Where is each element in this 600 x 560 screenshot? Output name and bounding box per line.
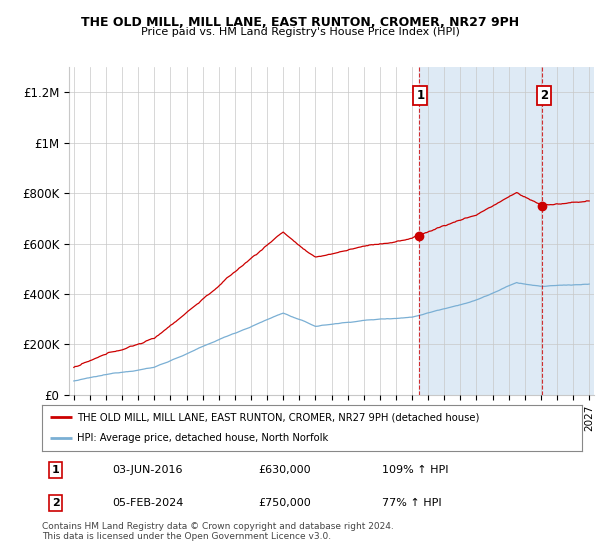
Text: Price paid vs. HM Land Registry's House Price Index (HPI): Price paid vs. HM Land Registry's House … — [140, 27, 460, 37]
Text: 77% ↑ HPI: 77% ↑ HPI — [382, 498, 442, 508]
Text: 2: 2 — [540, 88, 548, 102]
Text: 1: 1 — [52, 465, 59, 475]
Text: THE OLD MILL, MILL LANE, EAST RUNTON, CROMER, NR27 9PH (detached house): THE OLD MILL, MILL LANE, EAST RUNTON, CR… — [77, 412, 479, 422]
Bar — [419, 67, 542, 395]
Text: THE OLD MILL, MILL LANE, EAST RUNTON, CROMER, NR27 9PH: THE OLD MILL, MILL LANE, EAST RUNTON, CR… — [81, 16, 519, 29]
Text: 05-FEB-2024: 05-FEB-2024 — [112, 498, 184, 508]
Text: Contains HM Land Registry data © Crown copyright and database right 2024.
This d: Contains HM Land Registry data © Crown c… — [42, 522, 394, 542]
Text: 03-JUN-2016: 03-JUN-2016 — [112, 465, 183, 475]
Text: HPI: Average price, detached house, North Norfolk: HPI: Average price, detached house, Nort… — [77, 433, 328, 444]
Text: £630,000: £630,000 — [258, 465, 311, 475]
Text: 109% ↑ HPI: 109% ↑ HPI — [382, 465, 449, 475]
Bar — [542, 67, 597, 395]
Text: 1: 1 — [416, 88, 424, 102]
Bar — [542, 67, 597, 395]
Text: £750,000: £750,000 — [258, 498, 311, 508]
Text: 2: 2 — [52, 498, 59, 508]
